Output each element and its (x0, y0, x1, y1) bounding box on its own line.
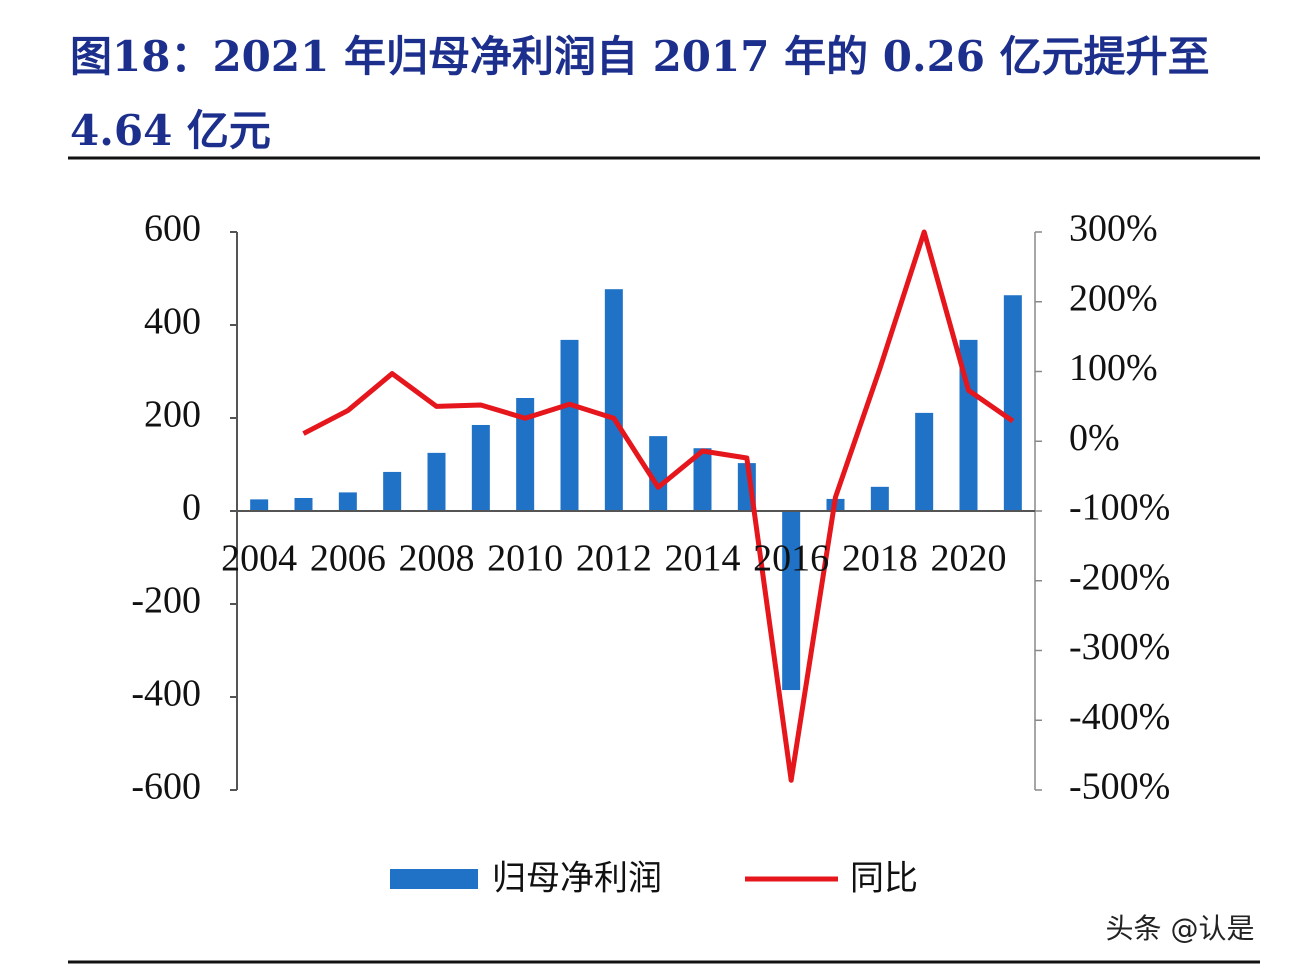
y2-tick-label: 100% (1069, 347, 1158, 389)
x-tick-label: 2006 (310, 538, 386, 580)
y2-tick-label: 200% (1069, 277, 1158, 319)
bar (782, 511, 801, 691)
chart-title: 图18：2021 年归母净利润自 2017 年的 0.26 亿元提升至 4.64… (70, 32, 1210, 155)
y2-tick-label: -500% (1069, 766, 1170, 808)
legend-label: 归母净利润 (492, 859, 662, 899)
bar (250, 499, 269, 511)
watermark: 头条 @认是 (1106, 912, 1255, 945)
bar (693, 448, 712, 511)
bar (649, 436, 668, 511)
x-tick-label: 2014 (665, 538, 741, 580)
y-tick-label: -600 (131, 766, 201, 808)
x-tick-label: 2008 (399, 538, 475, 580)
y-tick-label: -400 (131, 673, 201, 715)
y-tick-label: 0 (182, 487, 201, 529)
y2-tick-label: 0% (1069, 417, 1120, 459)
bar (427, 452, 446, 511)
y-tick-label: 400 (144, 301, 201, 343)
x-tick-label: 2020 (931, 538, 1007, 580)
line (302, 229, 1015, 783)
bar (560, 339, 579, 511)
y-tick-label: 600 (144, 208, 201, 250)
legend-label: 同比 (850, 859, 918, 899)
x-tick-label: 2004 (221, 538, 297, 580)
bar (471, 424, 490, 511)
x-tick-label: 2016 (753, 538, 829, 580)
bar (516, 398, 535, 511)
bar (338, 492, 357, 511)
x-tick-label: 2018 (842, 538, 918, 580)
y2-tick-label: 300% (1069, 208, 1158, 250)
legend-swatch (390, 869, 478, 889)
x-tick-label: 2012 (576, 538, 652, 580)
y2-tick-label: -400% (1069, 696, 1170, 738)
bar (604, 289, 623, 511)
y2-tick-label: -300% (1069, 626, 1170, 668)
bar (294, 497, 313, 511)
y-tick-label: 200 (144, 394, 201, 436)
bar (1003, 295, 1022, 511)
y-tick-label: -200 (131, 580, 201, 622)
x-tick-label: 2010 (487, 538, 563, 580)
y2-tick-label: -100% (1069, 487, 1170, 529)
bar (383, 471, 402, 511)
bar (870, 486, 889, 511)
bar (915, 412, 934, 511)
y2-tick-label: -200% (1069, 556, 1170, 598)
